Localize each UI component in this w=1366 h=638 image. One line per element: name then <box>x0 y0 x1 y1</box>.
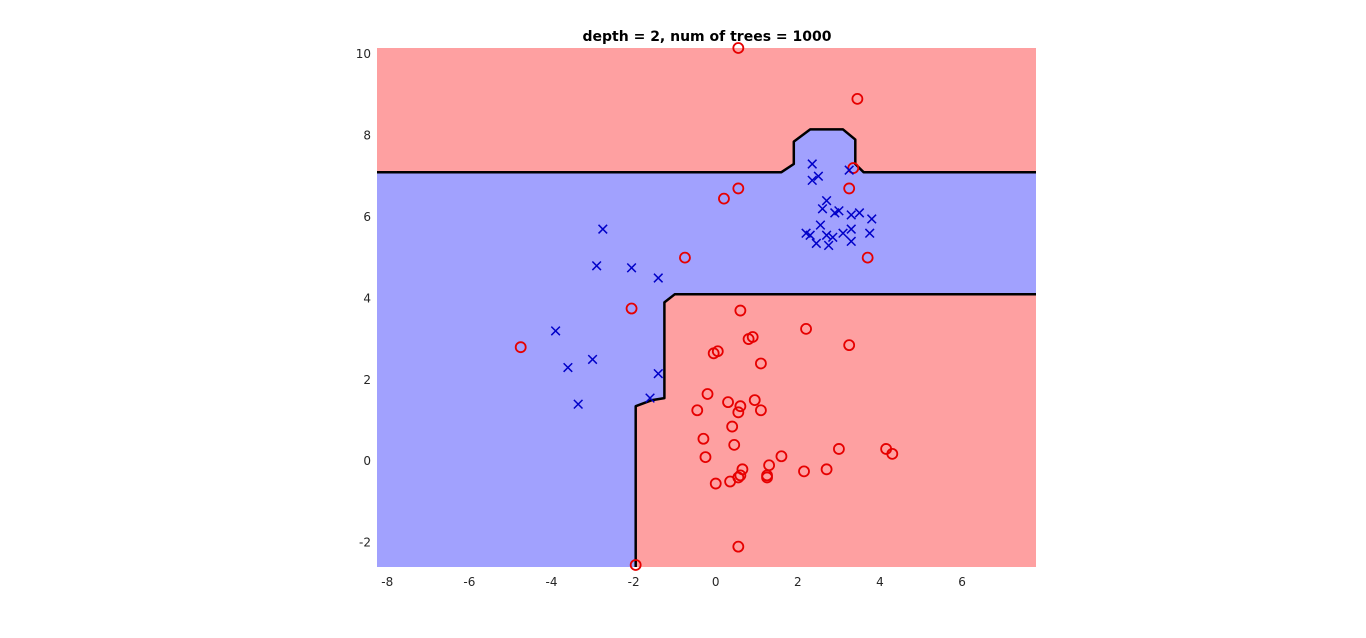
circle-point-20 <box>722 396 734 409</box>
x-point-10 <box>866 214 877 224</box>
x-point-11 <box>815 220 826 230</box>
x-point-2 <box>807 175 818 186</box>
circle-point-19 <box>748 394 761 407</box>
x-point-7 <box>834 205 844 216</box>
circle-point-21 <box>734 400 747 413</box>
x-point-1 <box>813 171 824 182</box>
x-point-5 <box>817 203 828 214</box>
circle-point-2 <box>847 162 860 174</box>
x-point-31 <box>573 399 584 410</box>
x-point-21 <box>823 240 834 251</box>
x-tick-label: -4 <box>546 575 558 589</box>
circle-point-13 <box>843 339 856 352</box>
circle-point-6 <box>861 251 874 264</box>
x-point-29 <box>653 368 664 379</box>
x-point-28 <box>563 362 573 373</box>
x-point-18 <box>864 228 875 239</box>
circle-point-0 <box>732 42 745 54</box>
x-point-4 <box>821 195 832 206</box>
x-point-22 <box>597 224 608 234</box>
x-tick-label: -2 <box>628 575 640 589</box>
circle-point-12 <box>746 331 759 343</box>
chart-title: depth = 2, num of trees = 1000 <box>583 29 832 45</box>
red-region-1 <box>635 294 1036 567</box>
circle-point-14 <box>514 341 527 354</box>
x-point-20 <box>811 238 822 249</box>
y-tick-label: 4 <box>363 291 371 305</box>
circle-point-25 <box>726 420 739 433</box>
circle-point-7 <box>679 251 691 264</box>
circle-point-39 <box>734 469 747 482</box>
x-point-25 <box>653 273 664 283</box>
circle-point-26 <box>697 432 710 445</box>
circle-point-8 <box>625 302 638 315</box>
x-tick-label: -8 <box>381 575 393 589</box>
x-tick-label: 4 <box>876 575 884 589</box>
circle-point-32 <box>699 451 712 463</box>
circle-point-16 <box>707 347 720 360</box>
data-points <box>514 42 899 571</box>
y-tick-label: 2 <box>363 373 371 387</box>
x-tick-label: -6 <box>463 575 475 589</box>
x-point-26 <box>550 326 561 336</box>
x-point-19 <box>846 236 857 247</box>
circle-point-23 <box>732 406 745 419</box>
x-point-30 <box>645 393 655 403</box>
circle-point-5 <box>718 192 730 205</box>
x-point-17 <box>846 224 857 234</box>
y-tick-label: 0 <box>363 454 371 468</box>
circle-point-27 <box>728 438 741 451</box>
y-tick-label: -2 <box>359 536 371 550</box>
x-point-9 <box>854 208 865 218</box>
circle-point-4 <box>732 182 745 195</box>
y-tick-label: 6 <box>363 210 371 224</box>
x-point-14 <box>821 230 832 241</box>
y-tick-label: 8 <box>363 129 371 143</box>
circle-point-9 <box>734 304 747 317</box>
x-point-24 <box>626 262 637 273</box>
x-axis-ticks: -8 -6 -4 -2 0 2 4 6 <box>381 575 966 589</box>
red-regions <box>377 48 1036 567</box>
circle-point-41 <box>724 475 737 488</box>
x-point-8 <box>846 210 857 220</box>
circle-point-10 <box>800 322 812 335</box>
circle-point-28 <box>833 443 845 455</box>
x-tick-label: 6 <box>958 575 966 589</box>
circle-point-1 <box>851 92 864 105</box>
circle-point-17 <box>755 357 767 370</box>
x-point-13 <box>805 230 816 241</box>
circle-point-44 <box>629 559 642 571</box>
circle-point-36 <box>798 465 810 478</box>
x-point-3 <box>844 165 855 175</box>
red-region-0 <box>377 48 1036 173</box>
x-tick-label: 0 <box>712 575 720 589</box>
x-point-16 <box>838 228 848 239</box>
x-point-27 <box>587 354 598 365</box>
circle-point-22 <box>691 404 704 417</box>
y-axis-ticks: -2 0 2 4 6 8 10 <box>356 47 371 549</box>
boundary-line-1 <box>634 293 1036 567</box>
decision-boundaries <box>377 128 1036 567</box>
circle-point-43 <box>732 540 745 553</box>
x-point-0 <box>807 159 818 169</box>
x-point-15 <box>827 232 838 243</box>
y-tick-label: 10 <box>356 47 371 61</box>
circle-point-38 <box>761 471 773 484</box>
boundary-line-0 <box>377 128 1036 174</box>
circle-point-24 <box>755 404 767 417</box>
circle-point-42 <box>709 477 722 490</box>
circle-point-31 <box>775 450 788 463</box>
circle-point-18 <box>701 388 714 400</box>
circle-point-3 <box>843 182 856 195</box>
x-point-23 <box>591 260 602 271</box>
circle-point-35 <box>820 463 833 476</box>
circle-point-30 <box>886 447 899 460</box>
x-tick-label: 2 <box>794 575 802 589</box>
